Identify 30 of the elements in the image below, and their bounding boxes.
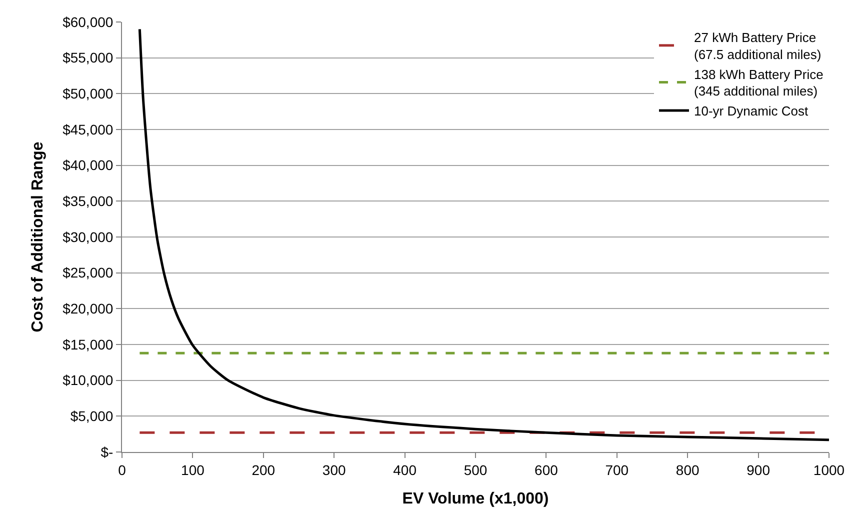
x-tick-label: 900 <box>746 462 770 478</box>
y-tick-label: $5,000 <box>70 408 114 424</box>
y-tick-label: $40,000 <box>62 157 114 174</box>
x-tick-label: 100 <box>181 462 205 478</box>
y-tick-label: $55,000 <box>62 50 114 66</box>
y-tick-label: $15,000 <box>62 336 114 352</box>
x-tick-label: 0 <box>118 462 126 478</box>
legend-label: 27 kWh Battery Price (67.5 additional miles) <box>694 30 822 62</box>
y-tick-label: $45,000 <box>62 121 114 138</box>
y-tick-label: $10,000 <box>62 372 114 388</box>
y-tick-label: $20,000 <box>62 300 114 317</box>
y-tick-label: $30,000 <box>62 228 114 245</box>
x-tick-label: 500 <box>464 462 488 478</box>
y-tick-label: $35,000 <box>62 193 114 210</box>
y-tick-label: $60,000 <box>62 14 114 30</box>
y-tick-label: $- <box>100 444 114 460</box>
y-tick-label: $50,000 <box>62 86 114 102</box>
legend-label: 10-yr Dynamic Cost <box>694 104 809 119</box>
legend-label: 138 kWh Battery Price (345 additional miles) <box>694 66 824 99</box>
x-tick-label: 800 <box>676 462 700 478</box>
x-axis-title: EV Volume (x1,000) <box>402 490 549 508</box>
y-axis-title: Cost of Additional Range <box>29 142 46 332</box>
x-tick-label: 300 <box>322 462 346 478</box>
x-tick-label: 400 <box>393 462 417 478</box>
x-tick-label: 600 <box>534 462 558 478</box>
y-tick-label: $25,000 <box>62 264 114 281</box>
line-series <box>138 28 829 442</box>
x-tick-label: 1000 <box>813 462 845 478</box>
x-tick-label: 700 <box>605 462 629 478</box>
x-tick-label: 200 <box>252 462 276 478</box>
